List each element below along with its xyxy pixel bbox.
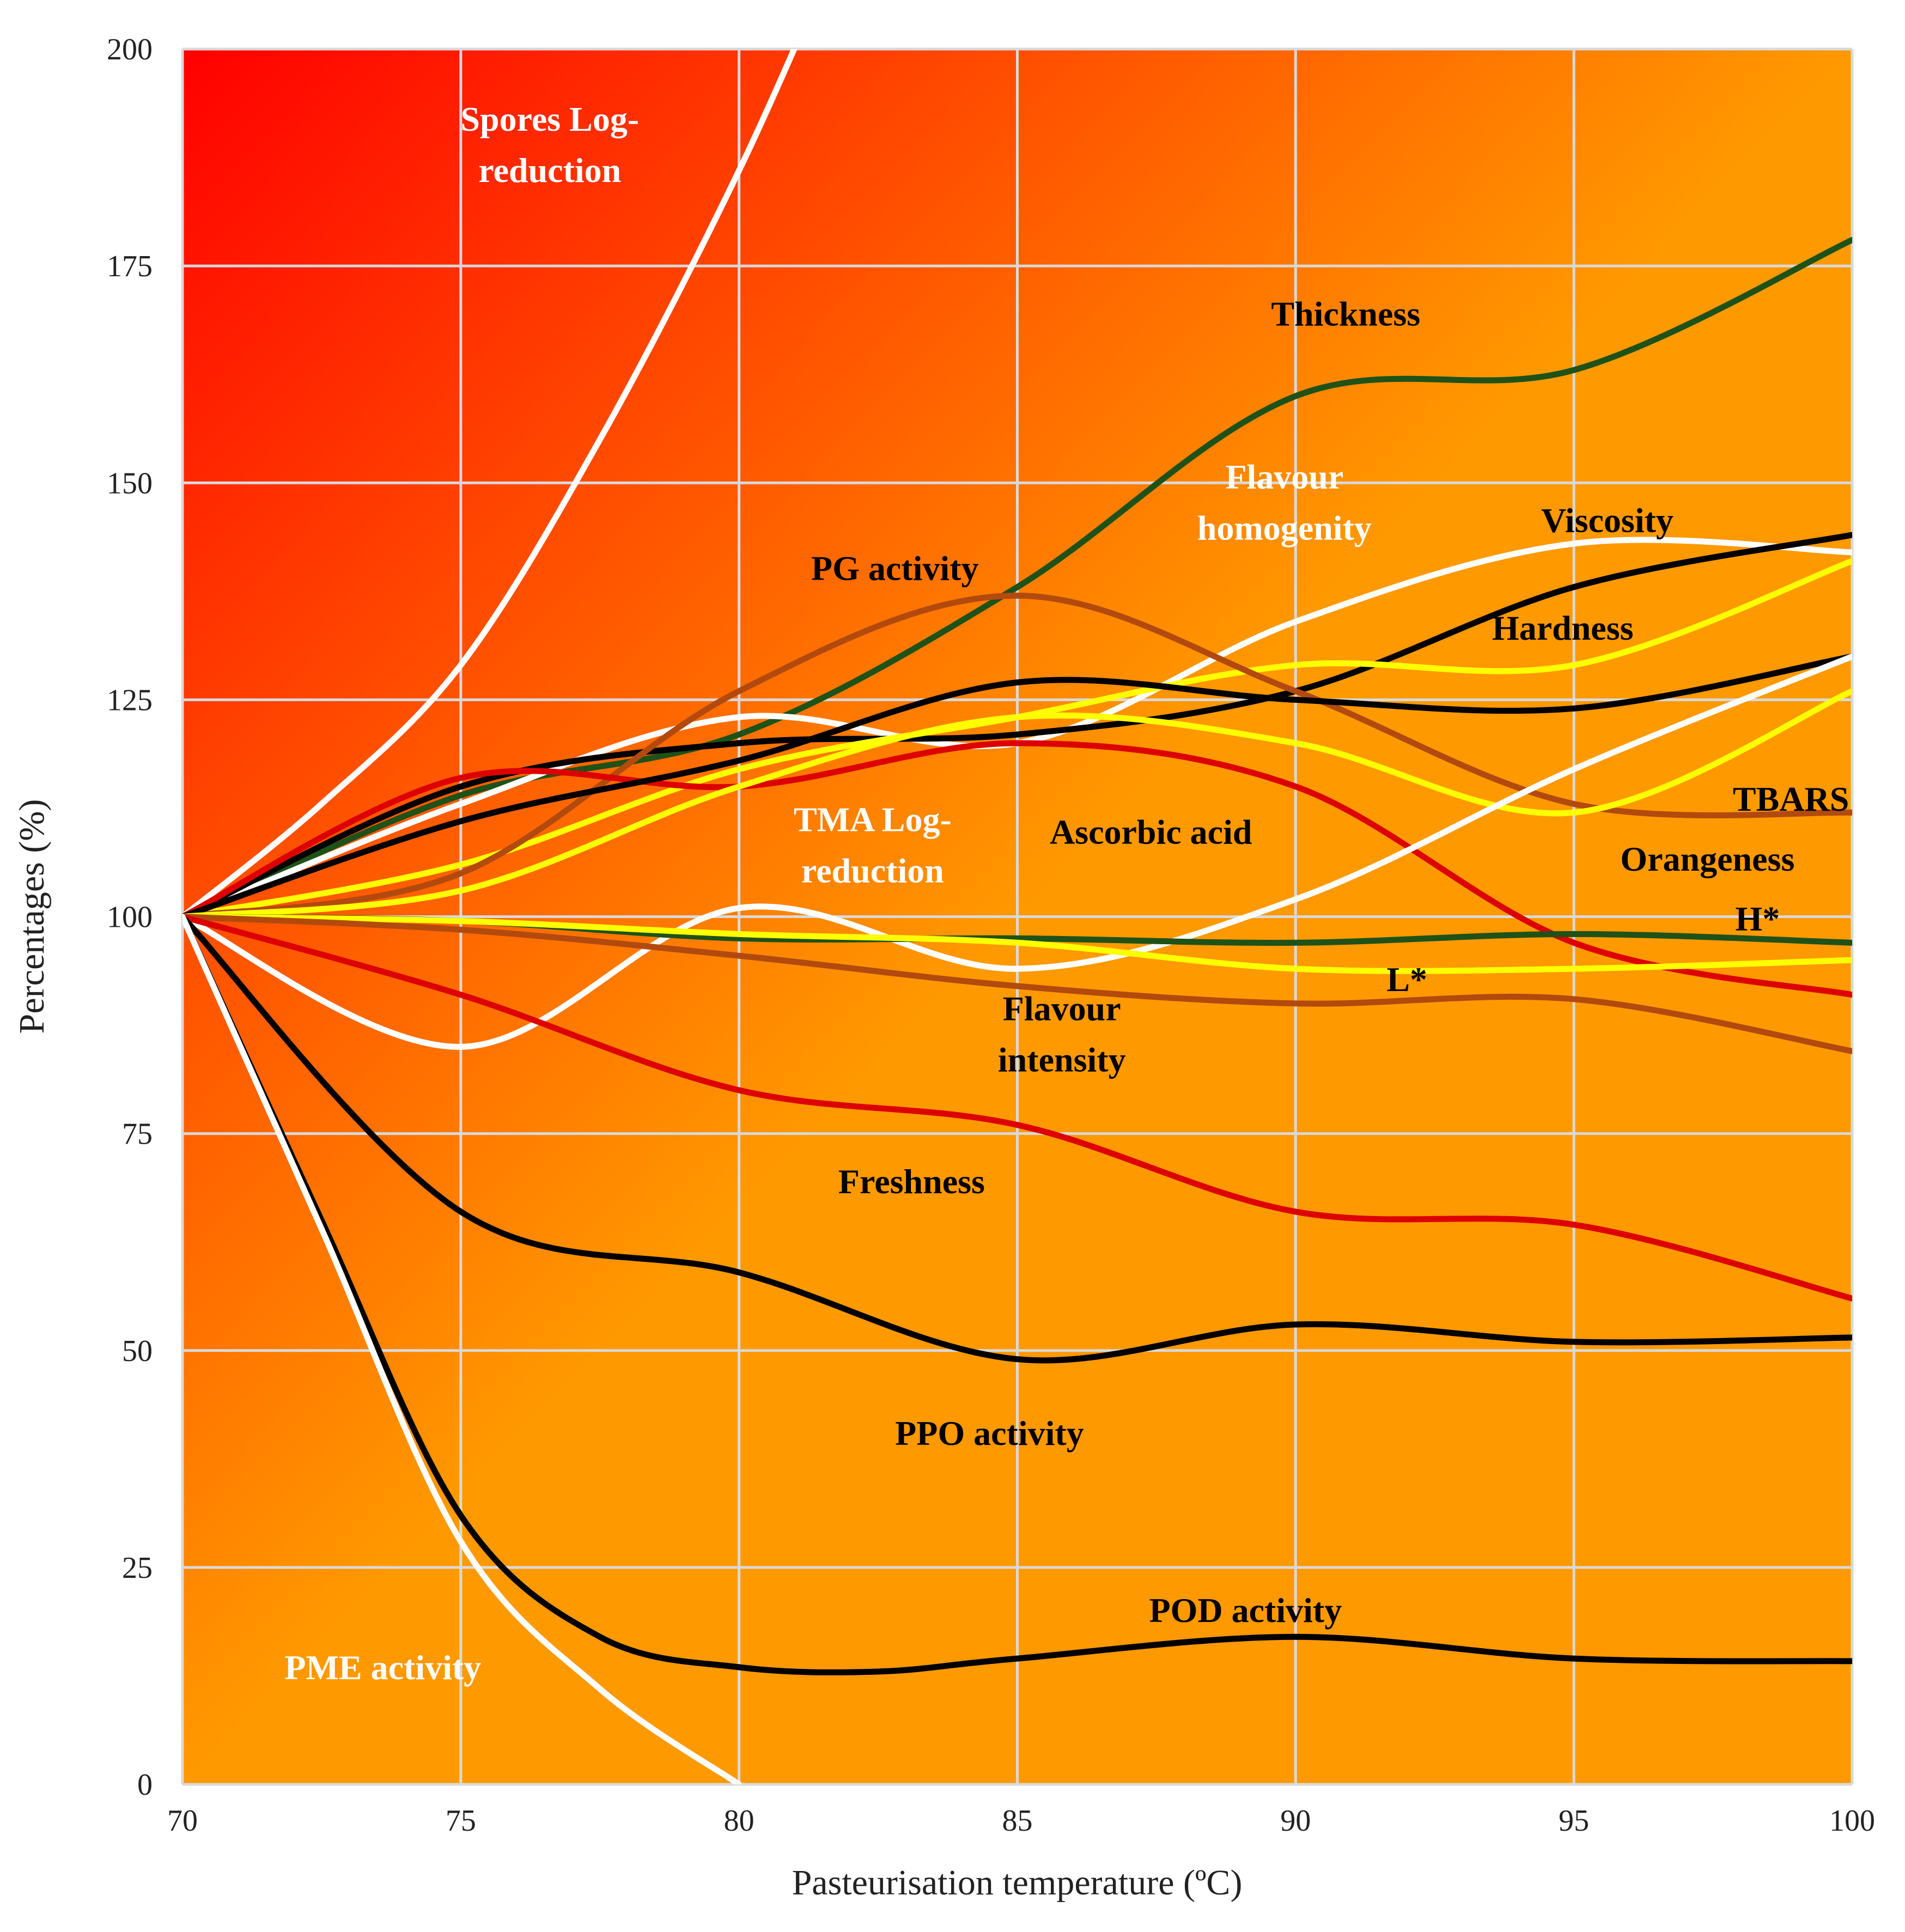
series-label-l: L* — [1386, 960, 1427, 999]
y-tick-label-6: 150 — [107, 466, 153, 500]
series-line-pg-activity — [182, 592, 1852, 920]
series-label-thickness: Thickness — [1271, 295, 1420, 333]
y-tick-label-1: 25 — [122, 1551, 153, 1585]
series-label-ascorbic-acid: Ascorbic acid — [1050, 812, 1252, 851]
y-axis-title: Percentages (%) — [12, 799, 52, 1034]
series-line-pme-activity — [182, 914, 742, 1784]
series-label-ppo-activity: PPO activity — [895, 1414, 1084, 1453]
series-label-h: H* — [1735, 900, 1780, 938]
series-line-flavour-intensity — [182, 914, 1852, 1054]
series-labels: Spores Log-reduction Thickness Viscosity Ha… — [284, 100, 1849, 1687]
x-tick-label-4: 90 — [1280, 1804, 1311, 1838]
series-label-hardness: Hardness — [1492, 609, 1634, 647]
y-tick-label-7: 175 — [107, 250, 153, 283]
series-line-thickness — [182, 236, 1852, 920]
y-tick-label-4: 100 — [107, 901, 153, 934]
series-label-pme-activity: PME activity — [284, 1648, 481, 1687]
series-line-tbars — [182, 653, 1852, 920]
series-label-tma-log-reduction-line-1: TMA Log- — [794, 800, 952, 839]
x-tick-label-5: 95 — [1559, 1804, 1589, 1838]
series-label-flavour-intensity-line-2: intensity — [998, 1040, 1126, 1079]
series-label-tma-log-reduction-line-2: reduction — [801, 851, 944, 890]
y-tick-label-5: 125 — [107, 683, 153, 717]
series-line-freshness — [182, 914, 1852, 1302]
series-label-viscosity: Viscosity — [1541, 501, 1673, 540]
series-line-tma-log-reduction — [182, 653, 1852, 1050]
grid — [181, 47, 1854, 1786]
series-line-spores-log-reduction — [182, 49, 798, 920]
series-label-freshness: Freshness — [838, 1162, 985, 1201]
x-tick-label-6: 100 — [1829, 1804, 1875, 1838]
series-line-l — [182, 914, 1852, 974]
axis-ticks: 70 75 80 85 90 95 100 0 25 50 75 100 125 150 175 200 — [107, 33, 1875, 1838]
series-label-flavour-homogenity-line-2: homogenity — [1197, 508, 1372, 547]
series-label-pg-activity: PG activity — [811, 549, 978, 587]
series-label-spores-log-reduction-line-2: reduction — [478, 151, 621, 190]
series-label-tbars: TBARS — [1733, 780, 1849, 818]
series-label-spores-log-reduction-line-1: Spores Log- — [460, 100, 639, 138]
series-line-hardness — [182, 532, 1852, 920]
y-tick-label-8: 200 — [107, 33, 153, 66]
y-tick-label-2: 50 — [122, 1334, 153, 1368]
series-line-ascorbic-acid — [182, 740, 1852, 998]
series-line-orangeness — [182, 688, 1852, 920]
y-tick-label-0: 0 — [137, 1768, 153, 1802]
x-tick-label-3: 85 — [1002, 1804, 1033, 1838]
y-tick-label-3: 75 — [122, 1117, 153, 1151]
series-lines — [182, 49, 1852, 1784]
series-label-orangeness: Orangeness — [1620, 840, 1794, 878]
x-axis-title: Pasteurisation temperature (ºC) — [792, 1863, 1243, 1903]
x-tick-label-1: 75 — [446, 1804, 476, 1838]
series-line-pod-activity — [182, 914, 1852, 1675]
series-label-flavour-intensity-line-1: Flavour — [1003, 989, 1121, 1028]
x-tick-label-2: 80 — [724, 1804, 754, 1838]
series-line-ppo-activity — [182, 914, 1852, 1364]
series-label-flavour-homogenity-line-1: Flavour — [1225, 457, 1343, 496]
series-label-pod-activity: POD activity — [1149, 1591, 1342, 1630]
x-tick-label-0: 70 — [167, 1804, 198, 1838]
